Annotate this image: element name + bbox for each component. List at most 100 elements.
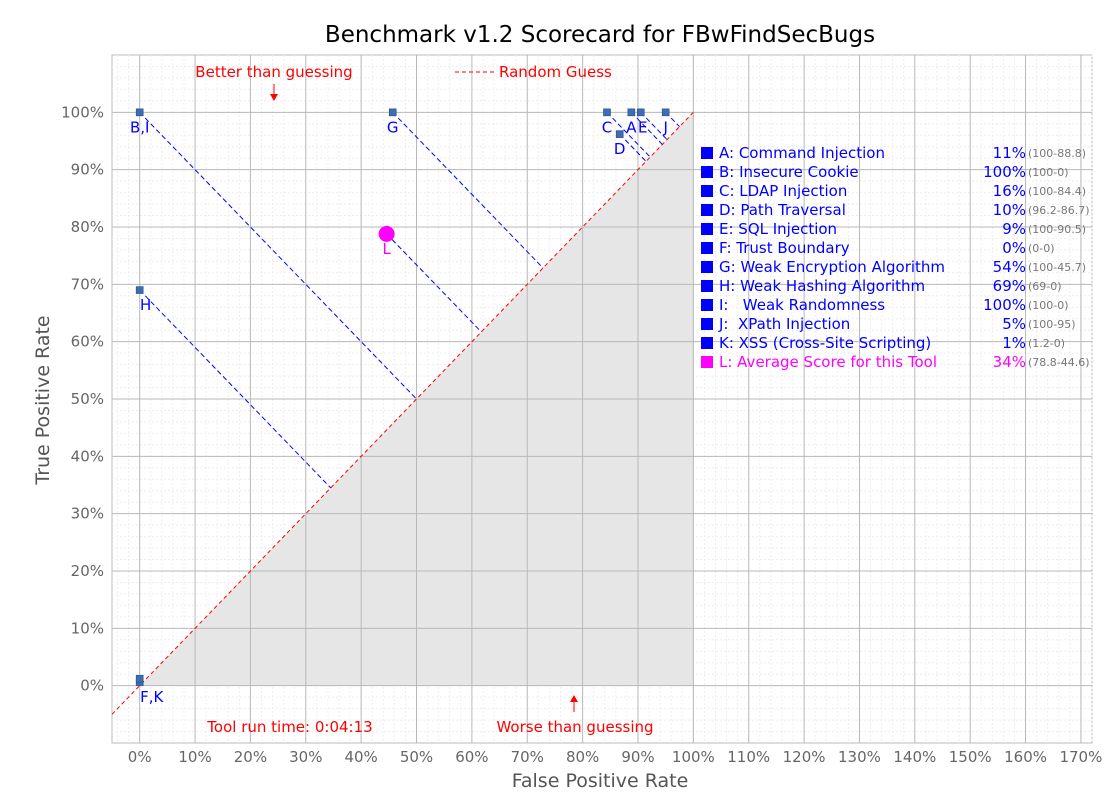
point-j — [661, 108, 670, 117]
y-tick-label: 20% — [71, 562, 104, 580]
point-g — [388, 108, 397, 117]
point-label-e: E — [638, 118, 647, 136]
legend-range-c: (100-84.4) — [1028, 185, 1086, 198]
legend-range-g: (100-45.7) — [1028, 261, 1086, 274]
point-label-f-k: F,K — [140, 688, 164, 706]
legend-range-j: (100-95) — [1028, 318, 1076, 331]
x-tick-label: 70% — [511, 748, 544, 766]
random-guess-label: Random Guess — [499, 63, 612, 81]
legend-name-g: G: Weak Encryption Algorithm — [719, 258, 945, 276]
legend-score-f: 0% — [1002, 239, 1026, 257]
point-b-i — [135, 108, 144, 117]
legend-score-d: 10% — [993, 201, 1026, 219]
point-a — [627, 108, 636, 117]
legend-score-j: 5% — [1002, 315, 1026, 333]
y-tick-label: 70% — [71, 275, 104, 293]
point-label-c: C — [602, 118, 612, 136]
legend-name-d: D: Path Traversal — [719, 201, 846, 219]
legend-swatch-a — [701, 147, 713, 159]
legend-score-c: 16% — [993, 182, 1026, 200]
legend-name-k: K: XSS (Cross-Site Scripting) — [719, 334, 931, 352]
x-tick-label: 30% — [289, 748, 322, 766]
point-d — [615, 130, 624, 138]
legend-range-e: (100-90.5) — [1028, 223, 1086, 236]
legend-name-i: I: Weak Randomness — [719, 296, 885, 314]
y-tick-label: 30% — [71, 505, 104, 523]
point-label-d: D — [614, 140, 626, 158]
better-arrow-head — [270, 94, 278, 101]
legend-name-j: J: XPath Injection — [718, 315, 850, 333]
point-label-b-i: B,I — [130, 118, 149, 136]
x-axis-label: False Positive Rate — [512, 770, 689, 792]
legend-range-d: (96.2-86.7) — [1028, 204, 1090, 217]
x-tick-label: 0% — [128, 748, 152, 766]
worse-arrow-head — [570, 695, 578, 702]
legend-name-b: B: Insecure Cookie — [719, 163, 859, 181]
point-e — [636, 108, 645, 117]
x-tick-label: 10% — [178, 748, 211, 766]
worse-annotation: Worse than guessing — [496, 718, 653, 736]
legend-name-h: H: Weak Hashing Algorithm — [719, 277, 925, 295]
legend-swatch-d — [701, 204, 713, 216]
legend-range-h: (69-0) — [1028, 280, 1062, 293]
y-tick-label: 0% — [80, 677, 104, 695]
legend-score-h: 69% — [993, 277, 1026, 295]
point-c — [603, 108, 611, 117]
point-label-h: H — [140, 296, 151, 314]
legend-name-e: E: SQL Injection — [719, 220, 837, 238]
x-tick-label: 170% — [1059, 748, 1102, 766]
y-axis-ticks: 0% 10% 20% 30% 40% 50% 60% 70% 80% 90% 100% — [61, 103, 104, 694]
y-tick-label: 100% — [61, 103, 104, 121]
legend-score-g: 54% — [993, 258, 1026, 276]
y-axis-label: True Positive Rate — [32, 315, 54, 485]
y-tick-label: 80% — [71, 218, 104, 236]
legend-range-k: (1.2-0) — [1028, 337, 1065, 350]
point-label-j: J — [662, 118, 667, 136]
legend-name-l: L: Average Score for this Tool — [719, 353, 937, 371]
x-tick-label: 110% — [727, 748, 770, 766]
connector-h — [139, 289, 332, 489]
legend-name-c: C: LDAP Injection — [719, 182, 847, 200]
run-time-annotation: Tool run time: 0:04:13 — [206, 718, 372, 736]
x-tick-label: 130% — [838, 748, 881, 766]
legend-name-a: A: Command Injection — [719, 144, 885, 162]
connector-b-i — [139, 111, 417, 400]
x-tick-label: 120% — [783, 748, 826, 766]
x-tick-label: 160% — [1004, 748, 1047, 766]
connector-e — [640, 111, 668, 140]
y-tick-label: 90% — [71, 161, 104, 179]
legend-swatch-j — [701, 318, 713, 330]
point-h — [135, 286, 144, 294]
connector-g — [392, 111, 544, 269]
x-tick-label: 150% — [949, 748, 992, 766]
legend-range-b: (100-0) — [1028, 166, 1069, 179]
legend-swatch-l — [701, 356, 713, 368]
y-tick-label: 60% — [71, 333, 104, 351]
legend-swatch-b — [701, 166, 713, 178]
legend-swatch-g — [701, 261, 713, 273]
data-points: A B,I CDE F,K G H J L — [130, 108, 670, 706]
x-tick-label: 90% — [621, 748, 654, 766]
legend-range-l: (78.8-44.6) — [1028, 356, 1090, 369]
x-tick-label: 80% — [566, 748, 599, 766]
y-tick-label: 40% — [71, 447, 104, 465]
x-tick-label: 50% — [400, 748, 433, 766]
point-label-g: G — [387, 118, 399, 136]
legend-score-l: 34% — [993, 353, 1026, 371]
legend-score-e: 9% — [1002, 220, 1026, 238]
better-annotation: Better than guessing — [195, 63, 352, 81]
point-label-average: L — [382, 240, 391, 258]
x-tick-label: 60% — [455, 748, 488, 766]
legend-swatch-c — [701, 185, 713, 197]
legend-score-b: 100% — [983, 163, 1026, 181]
legend-swatch-k — [701, 337, 713, 349]
x-tick-label: 40% — [344, 748, 377, 766]
x-axis-ticks: 0% 10% 20% 30% 40% 50% 60% 70% 80% 90% 100% 110% 120… — [128, 748, 1103, 766]
x-tick-label: 100% — [672, 748, 715, 766]
legend-range-i: (100-0) — [1028, 299, 1069, 312]
connector-d — [619, 133, 647, 162]
legend-swatch-i — [701, 299, 713, 311]
connector-average — [386, 233, 482, 333]
legend: A: Command Injection 11% (100-88.8) B: Inse… — [701, 144, 1090, 371]
